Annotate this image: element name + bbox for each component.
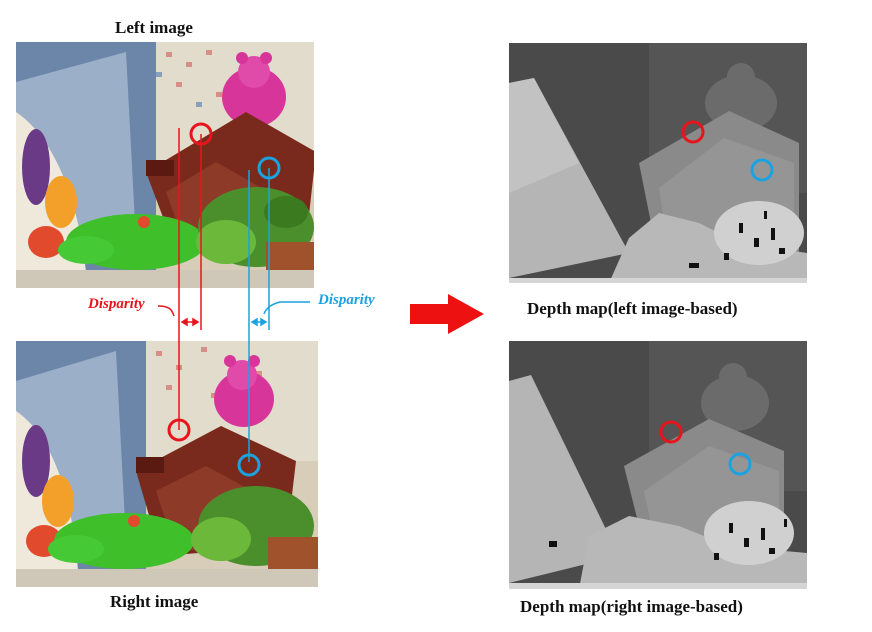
depth-map-right bbox=[509, 341, 807, 589]
left-stereo-image bbox=[16, 42, 314, 288]
blue-disparity-bracket bbox=[250, 301, 310, 327]
circle-marker-icon bbox=[189, 122, 213, 146]
disparity-label-red: Disparity bbox=[88, 296, 145, 312]
depth-right-caption: Depth map(right image-based) bbox=[520, 597, 743, 616]
right-stereo-image bbox=[16, 341, 318, 587]
circle-marker-icon bbox=[257, 156, 281, 180]
right-arrow-icon bbox=[410, 294, 484, 334]
right-image-caption: Right image bbox=[110, 592, 199, 611]
circle-marker-icon bbox=[237, 453, 261, 477]
circle-marker-icon bbox=[167, 418, 191, 442]
disparity-label-blue: Disparity bbox=[318, 292, 375, 308]
circle-marker-icon bbox=[659, 420, 683, 444]
circle-marker-icon bbox=[681, 120, 705, 144]
left-image-caption: Left image bbox=[115, 18, 193, 37]
depth-left-caption: Depth map(left image-based) bbox=[527, 299, 738, 318]
circle-marker-icon bbox=[750, 158, 774, 182]
red-disparity-bracket bbox=[157, 305, 200, 327]
circle-marker-icon bbox=[728, 452, 752, 476]
depth-map-left bbox=[509, 43, 807, 283]
